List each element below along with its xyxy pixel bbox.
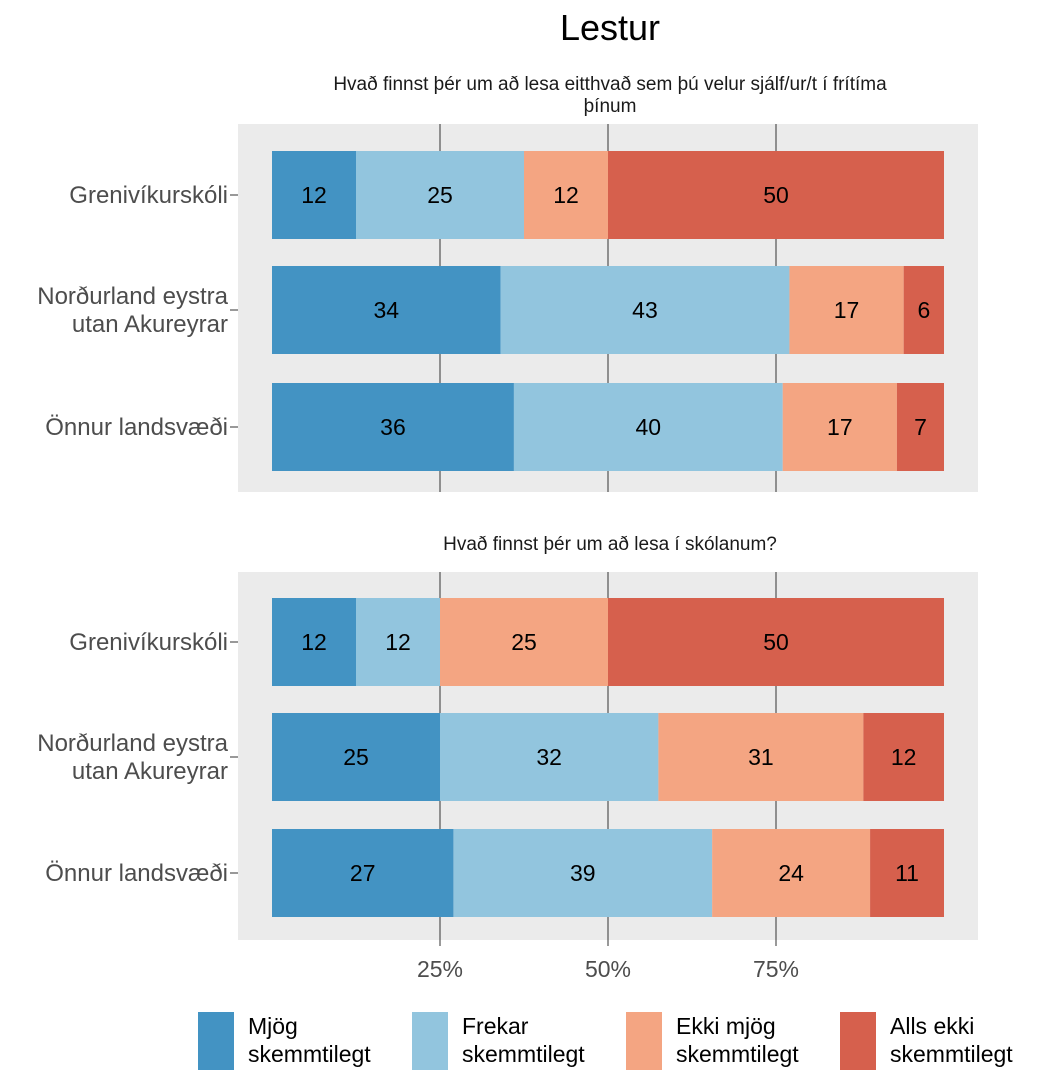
bar-segment xyxy=(870,829,944,917)
bar-segment xyxy=(658,713,864,801)
data-label: 50 xyxy=(763,182,789,208)
data-label: 12 xyxy=(385,629,411,655)
legend-swatch xyxy=(626,1012,662,1070)
legend-label: skemmtilegt xyxy=(676,1041,799,1067)
data-label: 11 xyxy=(895,860,919,886)
x-tick-label: 25% xyxy=(417,956,463,982)
data-label: 6 xyxy=(917,297,930,323)
data-label: 17 xyxy=(834,297,860,323)
data-label: 12 xyxy=(301,182,327,208)
bar-segment xyxy=(782,383,897,471)
panel-subtitle: Hvað finnst þér um að lesa í skólanum? xyxy=(443,534,777,555)
bar-segment xyxy=(272,151,356,239)
data-label: 25 xyxy=(427,182,453,208)
data-label: 32 xyxy=(536,744,562,770)
data-label: 31 xyxy=(748,744,774,770)
legend-swatch xyxy=(840,1012,876,1070)
legend-swatch xyxy=(412,1012,448,1070)
bar-segment xyxy=(524,151,608,239)
legend-label: skemmtilegt xyxy=(462,1041,585,1067)
legend-label: Mjög xyxy=(248,1013,298,1039)
bar-segment xyxy=(272,829,454,917)
data-label: 25 xyxy=(343,744,369,770)
category-label: Grenivíkurskóli xyxy=(69,629,228,656)
bar-segment xyxy=(500,266,790,354)
bar-segment xyxy=(453,829,713,917)
bar-segment xyxy=(356,598,440,686)
data-label: 27 xyxy=(350,860,376,886)
data-label: 34 xyxy=(373,297,399,323)
category-label: Grenivíkurskóli xyxy=(69,182,228,209)
category-label: utan Akureyrar xyxy=(72,758,228,785)
data-label: 24 xyxy=(778,860,804,886)
x-tick-label: 75% xyxy=(753,956,799,982)
bar-segment xyxy=(896,383,944,471)
category-label: utan Akureyrar xyxy=(72,311,228,338)
panel-subtitle: þínum xyxy=(584,96,637,117)
data-label: 43 xyxy=(632,297,658,323)
data-label: 17 xyxy=(827,414,853,440)
category-label: Norðurland eystra xyxy=(37,730,228,757)
bar-segment xyxy=(608,151,944,239)
bar-segment xyxy=(608,598,944,686)
data-label: 12 xyxy=(301,629,327,655)
bar-segment xyxy=(903,266,944,354)
data-label: 12 xyxy=(553,182,579,208)
legend-label: Alls ekki xyxy=(890,1013,974,1039)
x-tick-label: 50% xyxy=(585,956,631,982)
chart-title: Lestur xyxy=(560,7,660,48)
bar-segment xyxy=(272,713,440,801)
legend-label: Frekar xyxy=(462,1013,529,1039)
bar-segment xyxy=(272,383,514,471)
panel-subtitle: Hvað finnst þér um að lesa eitthvað sem … xyxy=(333,74,887,95)
bar-segment xyxy=(789,266,904,354)
bar-segment xyxy=(272,598,356,686)
data-label: 36 xyxy=(380,414,406,440)
bar-segment xyxy=(272,266,501,354)
data-label: 40 xyxy=(636,414,662,440)
legend-swatch xyxy=(198,1012,234,1070)
bar-segment xyxy=(513,383,783,471)
data-label: 50 xyxy=(763,629,789,655)
category-label: Önnur landsvæði xyxy=(45,414,228,441)
bar-segment xyxy=(356,151,524,239)
category-label: Önnur landsvæði xyxy=(45,860,228,887)
data-label: 7 xyxy=(914,414,927,440)
bar-segment xyxy=(440,598,608,686)
bar-segment xyxy=(712,829,871,917)
bar-segment xyxy=(440,713,659,801)
data-label: 12 xyxy=(891,744,917,770)
legend-label: skemmtilegt xyxy=(890,1041,1013,1067)
bar-segment xyxy=(863,713,944,801)
legend-label: skemmtilegt xyxy=(248,1041,371,1067)
category-label: Norðurland eystra xyxy=(37,283,228,310)
data-label: 39 xyxy=(570,860,596,886)
legend-label: Ekki mjög xyxy=(676,1013,776,1039)
data-label: 25 xyxy=(511,629,537,655)
